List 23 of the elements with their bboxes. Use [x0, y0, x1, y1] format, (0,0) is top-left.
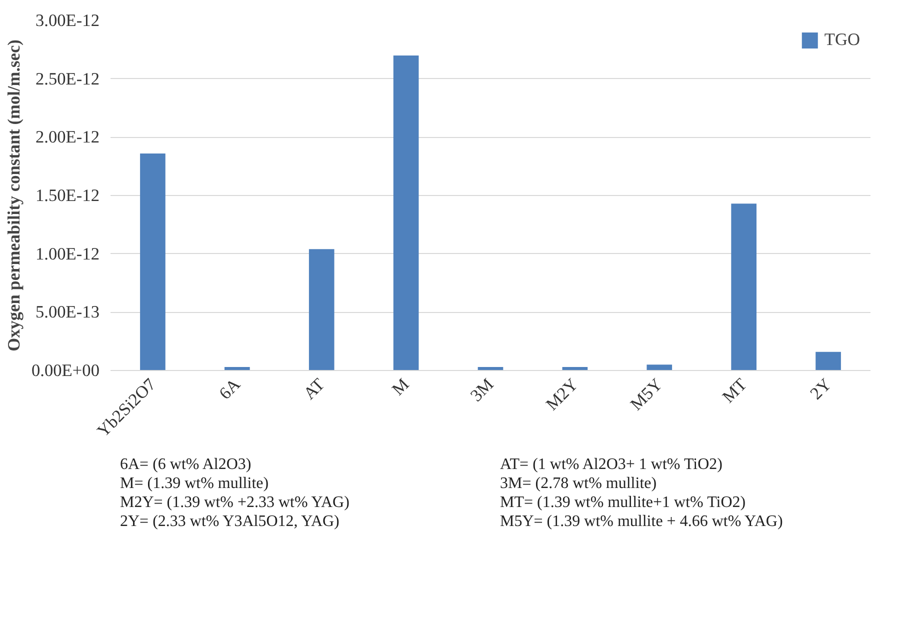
text: AT= (1 wt% Al2O3+ 1 wt% TiO2) — [500, 455, 724, 474]
x-tick-label: MT — [718, 374, 751, 407]
legend-label: TGO — [824, 30, 860, 50]
y-tick-label: 1.00E-12 — [35, 244, 100, 264]
x-tick-label: AT — [300, 374, 329, 404]
x-tick-label: 3M — [466, 374, 498, 406]
y-tick-label: 2.00E-12 — [35, 128, 100, 147]
text: M= (1.39 wt% mullite) — [120, 474, 270, 493]
y-axis-title: Oxygen permeability constant (mol/m.sec) — [4, 39, 24, 352]
x-tick-label: M — [388, 374, 413, 400]
y-tick-label: 3.00E-12 — [35, 11, 100, 30]
text: MT= (1.39 wt% mullite+1 wt% TiO2) — [500, 493, 747, 512]
text: M2Y= (1.39 wt% +2.33 wt% YAG) — [120, 493, 350, 512]
x-tick-label: 6A — [215, 374, 244, 404]
y-tick-label: 5.00E-13 — [35, 302, 100, 322]
text: 2Y= (2.33 wt% Y3Al5O12, YAG) — [120, 512, 340, 531]
text: M5Y= (1.39 wt% mullite + 4.66 wt% YAG) — [500, 512, 784, 531]
y-tick-label: 2.50E-12 — [35, 69, 100, 88]
y-tick-label: 1.50E-12 — [35, 186, 100, 205]
y-tick-label: 0.00E+00 — [31, 361, 100, 380]
text: 6A= (6 wt% Al2O3) — [120, 455, 252, 474]
text: 3M= (2.78 wt% mullite) — [500, 474, 658, 493]
x-tick-label: 2Y — [806, 374, 836, 404]
